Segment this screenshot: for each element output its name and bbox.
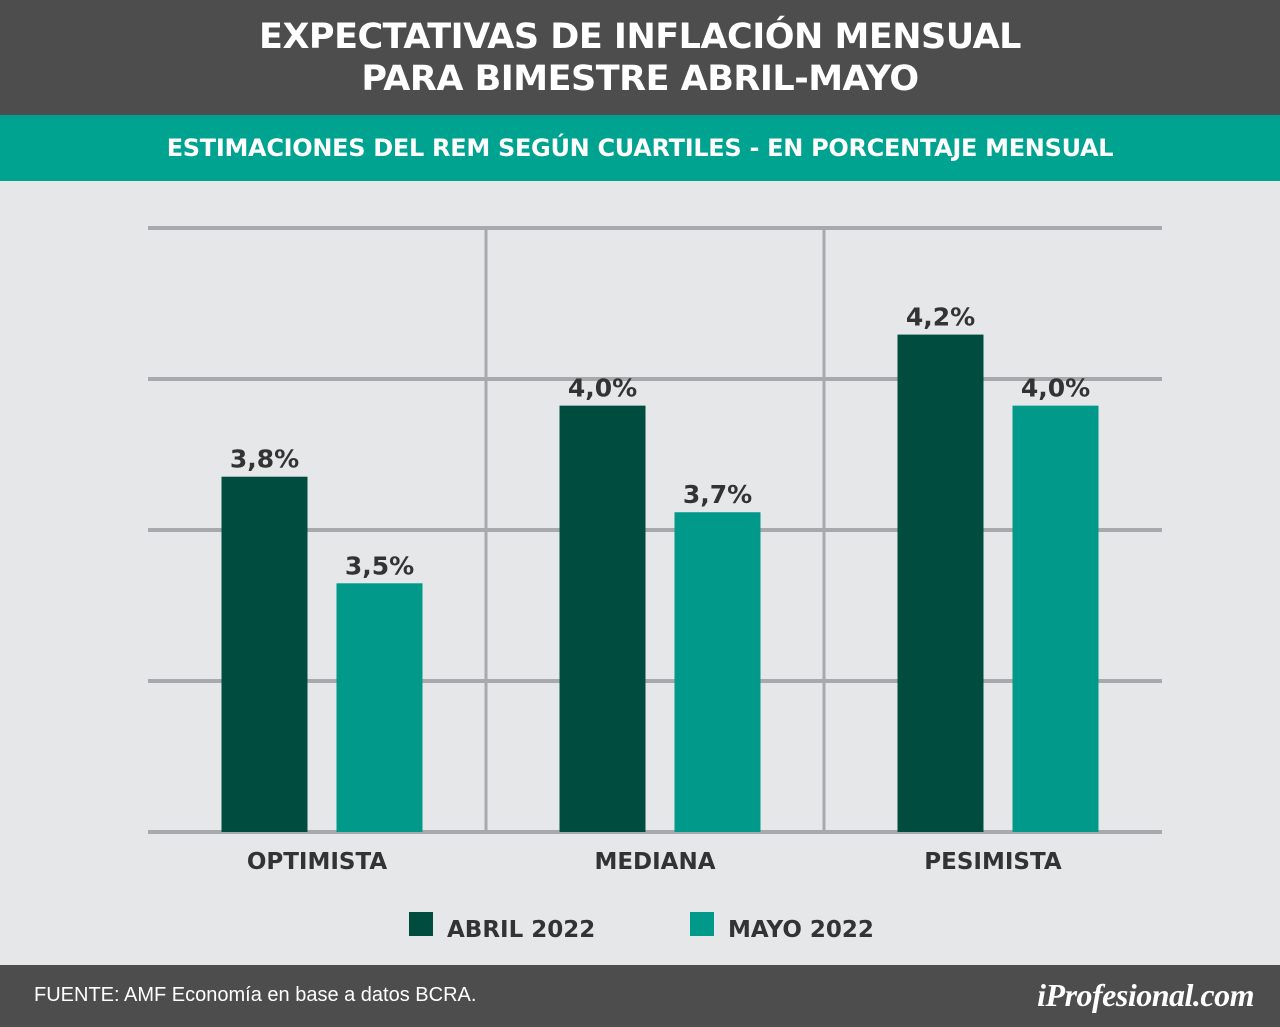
bar-pesimista-mayo	[1012, 405, 1099, 832]
bar-pesimista-abril	[897, 334, 984, 832]
bar-optimista-abril	[221, 476, 308, 832]
chart-category-labels: OPTIMISTA MEDIANA PESIMISTA	[247, 849, 1062, 875]
legend-label-mayo: MAYO 2022	[728, 917, 874, 943]
chart-grid	[148, 226, 1162, 834]
bar-mediana-mayo	[674, 512, 761, 832]
data-label: 4,0%	[1021, 374, 1090, 403]
legend-swatch-mayo	[690, 912, 714, 936]
chart-title-line-2: PARA BIMESTRE ABRIL-MAYO	[361, 58, 919, 99]
chart-legend: ABRIL 2022 MAYO 2022	[409, 912, 874, 943]
data-label: 3,7%	[683, 480, 752, 509]
chart-title-line-1: EXPECTATIVAS DE INFLACIÓN MENSUAL	[259, 16, 1021, 57]
brand-logo: iProfesional.com	[1037, 977, 1254, 1013]
category-label: PESIMISTA	[924, 849, 1062, 875]
category-label: OPTIMISTA	[247, 849, 388, 875]
legend-label-abril: ABRIL 2022	[447, 917, 595, 943]
data-label: 4,2%	[906, 303, 975, 332]
chart-header: EXPECTATIVAS DE INFLACIÓN MENSUAL PARA B…	[0, 0, 1280, 115]
category-label: MEDIANA	[594, 849, 715, 875]
chart-subtitle: ESTIMACIONES DEL REM SEGÚN CUARTILES - E…	[0, 115, 1280, 181]
legend-swatch-abril	[409, 912, 433, 936]
chart-data-labels: 3,8% 3,5% 4,0% 3,7% 4,2% 4,0%	[230, 303, 1090, 581]
source-note: FUENTE: AMF Economía en base a datos BCR…	[34, 984, 477, 1006]
data-label: 3,5%	[345, 551, 414, 580]
chart-bars	[221, 334, 1099, 832]
bar-optimista-mayo	[336, 583, 423, 832]
bar-mediana-abril	[559, 405, 646, 832]
chart-footer: FUENTE: AMF Economía en base a datos BCR…	[0, 965, 1280, 1027]
data-label: 4,0%	[568, 374, 637, 403]
bar-chart: 3,8% 3,5% 4,0% 3,7% 4,2% 4,0% OPTIMISTA MEDIAN…	[148, 226, 1162, 943]
data-label: 3,8%	[230, 445, 299, 474]
